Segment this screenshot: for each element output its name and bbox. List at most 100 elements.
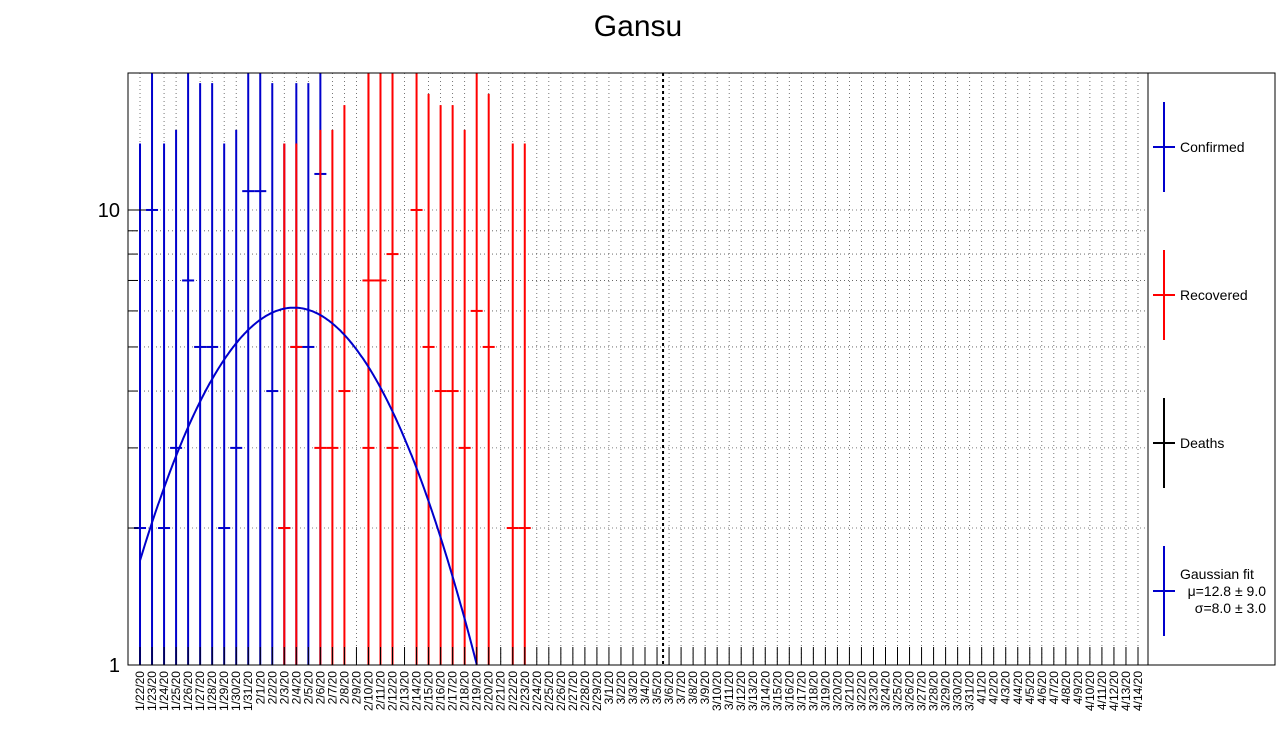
- x-tick-label: 1/22/20: [133, 671, 147, 711]
- series-recovered: [278, 73, 531, 665]
- x-tick-label: 3/14/20: [758, 671, 772, 711]
- legend-entry-deaths: Deaths: [1153, 398, 1224, 488]
- x-tick-label: 3/29/20: [939, 671, 953, 711]
- x-tick-label: 2/28/20: [578, 671, 592, 711]
- x-tick-label: 3/11/20: [722, 671, 736, 710]
- x-tick-label: 4/14/20: [1131, 671, 1145, 711]
- x-tick-label: 2/2/20: [265, 671, 279, 705]
- y-tick-label: 1: [109, 655, 120, 677]
- x-tick-label: 2/25/20: [542, 671, 556, 711]
- legend-label: Recovered: [1180, 287, 1248, 303]
- x-tick-label: 3/5/20: [650, 671, 664, 705]
- gaussian-fit-line: [139, 306, 478, 665]
- x-tick-label: 4/12/20: [1107, 671, 1121, 711]
- x-tick-label: 2/15/20: [422, 671, 436, 711]
- fit-curve: [139, 306, 478, 665]
- x-tick-label: 3/26/20: [903, 671, 917, 711]
- chart-title: Gansu: [594, 10, 682, 43]
- legend-stat: μ=12.8 ± 9.0: [1188, 583, 1267, 599]
- x-tick-label: 3/6/20: [662, 671, 676, 705]
- y-axis: 1 10: [98, 72, 146, 677]
- x-tick-label: 2/17/20: [446, 671, 460, 711]
- x-tick-label: 2/3/20: [277, 671, 291, 705]
- x-tick-label: 1/23/20: [145, 671, 159, 711]
- y-tick-label: 10: [98, 200, 120, 222]
- x-tick-label: 3/1/20: [602, 671, 616, 705]
- x-tick-label: 3/17/20: [794, 671, 808, 711]
- x-tick-label: 3/20/20: [830, 671, 844, 711]
- x-tick-label: 2/22/20: [506, 671, 520, 711]
- x-tick-label: 3/12/20: [734, 671, 748, 711]
- x-tick-label: 2/5/20: [301, 671, 315, 705]
- legend-label: Deaths: [1180, 435, 1224, 451]
- x-tick-label: 2/9/20: [349, 671, 363, 705]
- x-tick-label: 3/9/20: [698, 671, 712, 705]
- x-tick-label: 3/31/20: [963, 671, 977, 711]
- legend-frame: [1147, 72, 1276, 666]
- x-tick-label: 4/6/20: [1035, 671, 1049, 705]
- x-tick-label: 3/2/20: [614, 671, 628, 705]
- legend-label: Confirmed: [1180, 139, 1245, 155]
- x-tick-label: 2/4/20: [289, 671, 303, 705]
- x-tick-label: 3/15/20: [770, 671, 784, 711]
- x-tick-label: 2/29/20: [590, 671, 604, 711]
- x-tick-label: 3/21/20: [842, 671, 856, 711]
- series-layer: [134, 73, 531, 665]
- x-tick-label: 3/23/20: [866, 671, 880, 711]
- x-tick-label: 4/9/20: [1071, 671, 1085, 705]
- x-tick-label: 3/19/20: [818, 671, 832, 711]
- x-tick-label: 2/24/20: [530, 671, 544, 711]
- legend-entry-recovered: Recovered: [1153, 250, 1248, 340]
- x-tick-label: 2/21/20: [494, 671, 508, 711]
- x-tick-label: 2/1/20: [253, 671, 267, 705]
- series-confirmed: [134, 73, 327, 665]
- x-tick-label: 3/27/20: [915, 671, 929, 711]
- legend-stat: σ=8.0 ± 3.0: [1195, 600, 1266, 616]
- x-tick-label: 2/14/20: [410, 671, 424, 711]
- x-tick-label: 3/7/20: [674, 671, 688, 705]
- x-tick-label: 4/1/20: [975, 671, 989, 705]
- x-tick-label: 3/24/20: [878, 671, 892, 711]
- x-tick-label: 3/4/20: [638, 671, 652, 705]
- x-tick-label: 2/11/20: [373, 671, 387, 710]
- x-tick-label: 3/28/20: [927, 671, 941, 711]
- x-tick-label: 4/5/20: [1023, 671, 1037, 705]
- x-tick-label: 2/20/20: [482, 671, 496, 711]
- x-tick-label: 1/25/20: [169, 671, 183, 711]
- x-tick-label: 4/10/20: [1083, 671, 1097, 711]
- x-tick-label: 3/13/20: [746, 671, 760, 711]
- x-tick-label: 2/13/20: [398, 671, 412, 711]
- x-tick-label: 2/19/20: [470, 671, 484, 711]
- x-tick-label: 3/3/20: [626, 671, 640, 705]
- x-tick-label: 1/24/20: [157, 671, 171, 711]
- x-tick-label: 2/16/20: [434, 671, 448, 711]
- legend-label: Gaussian fit: [1180, 566, 1254, 582]
- x-tick-label: 2/7/20: [325, 671, 339, 705]
- plot-frame: [127, 72, 1149, 666]
- x-tick-label: 3/8/20: [686, 671, 700, 705]
- x-tick-label: 3/10/20: [710, 671, 724, 711]
- x-tick-label: 2/10/20: [361, 671, 375, 711]
- x-tick-label: 4/2/20: [987, 671, 1001, 705]
- legend-entry-confirmed: Confirmed: [1153, 102, 1245, 192]
- x-tick-label: 4/13/20: [1119, 671, 1133, 711]
- x-tick-label: 1/31/20: [241, 671, 255, 711]
- x-tick-label: 2/8/20: [337, 671, 351, 705]
- x-tick-label: 2/12/20: [386, 671, 400, 711]
- x-tick-label: 3/25/20: [891, 671, 905, 711]
- x-tick-label: 2/26/20: [554, 671, 568, 711]
- x-tick-label: 3/16/20: [782, 671, 796, 711]
- x-tick-label: 2/18/20: [458, 671, 472, 711]
- x-tick-label: 1/29/20: [217, 671, 231, 711]
- x-tick-label: 1/27/20: [193, 671, 207, 711]
- x-axis: 1/22/201/23/201/24/201/25/201/26/201/27/…: [133, 647, 1145, 711]
- x-tick-label: 3/18/20: [806, 671, 820, 711]
- x-tick-label: 1/26/20: [181, 671, 195, 711]
- x-tick-label: 3/22/20: [854, 671, 868, 711]
- x-tick-label: 1/28/20: [205, 671, 219, 711]
- x-tick-label: 4/7/20: [1047, 671, 1061, 705]
- x-tick-label: 4/3/20: [999, 671, 1013, 705]
- x-tick-label: 2/27/20: [566, 671, 580, 711]
